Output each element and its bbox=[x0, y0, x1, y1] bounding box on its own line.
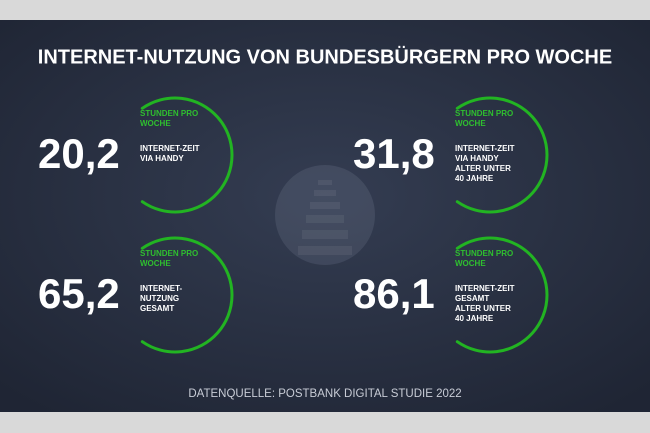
title: INTERNET-NUTZUNG VON BUNDESBÜRGERN PRO W… bbox=[38, 45, 612, 68]
stat-description: VIA HANDY bbox=[140, 154, 184, 163]
ring-arc bbox=[140, 236, 234, 354]
stat-unit: STUNDEN PRO bbox=[140, 249, 198, 258]
stat-unit: WOCHE bbox=[140, 119, 171, 128]
stat-value: 65,2 bbox=[38, 270, 120, 317]
stat-unit: WOCHE bbox=[455, 119, 486, 128]
stat-description: VIA HANDY bbox=[455, 154, 499, 163]
stat-description: INTERNET- bbox=[140, 284, 183, 293]
ring-arc bbox=[140, 96, 234, 214]
stat-description: INTERNET-ZEIT bbox=[140, 144, 200, 153]
stat-description: INTERNET-ZEIT bbox=[455, 284, 515, 293]
ring-arc bbox=[455, 236, 549, 354]
stat-unit: STUNDEN PRO bbox=[455, 109, 513, 118]
stat-value: 31,8 bbox=[353, 130, 435, 177]
stat-description: 40 JAHRE bbox=[455, 314, 494, 323]
stat-description: NUTZUNG bbox=[140, 294, 179, 303]
stat-value: 86,1 bbox=[353, 270, 435, 317]
center-logo bbox=[275, 165, 375, 265]
stat-unit: STUNDEN PRO bbox=[140, 109, 198, 118]
ring-arc bbox=[455, 96, 549, 214]
stat-description: GESAMT bbox=[455, 294, 489, 303]
background bbox=[0, 20, 650, 412]
stat-unit: STUNDEN PRO bbox=[455, 249, 513, 258]
stat-description: ALTER UNTER bbox=[455, 304, 511, 313]
stat-unit: WOCHE bbox=[455, 259, 486, 268]
stat-description: ALTER UNTER bbox=[455, 164, 511, 173]
source: DATENQUELLE: POSTBANK DIGITAL STUDIE 202… bbox=[188, 388, 461, 400]
stat-description: INTERNET-ZEIT bbox=[455, 144, 515, 153]
stat-value: 20,2 bbox=[38, 130, 120, 177]
stat-description: 40 JAHRE bbox=[455, 174, 494, 183]
stat-unit: WOCHE bbox=[140, 259, 171, 268]
stat-description: GESAMT bbox=[140, 304, 174, 313]
